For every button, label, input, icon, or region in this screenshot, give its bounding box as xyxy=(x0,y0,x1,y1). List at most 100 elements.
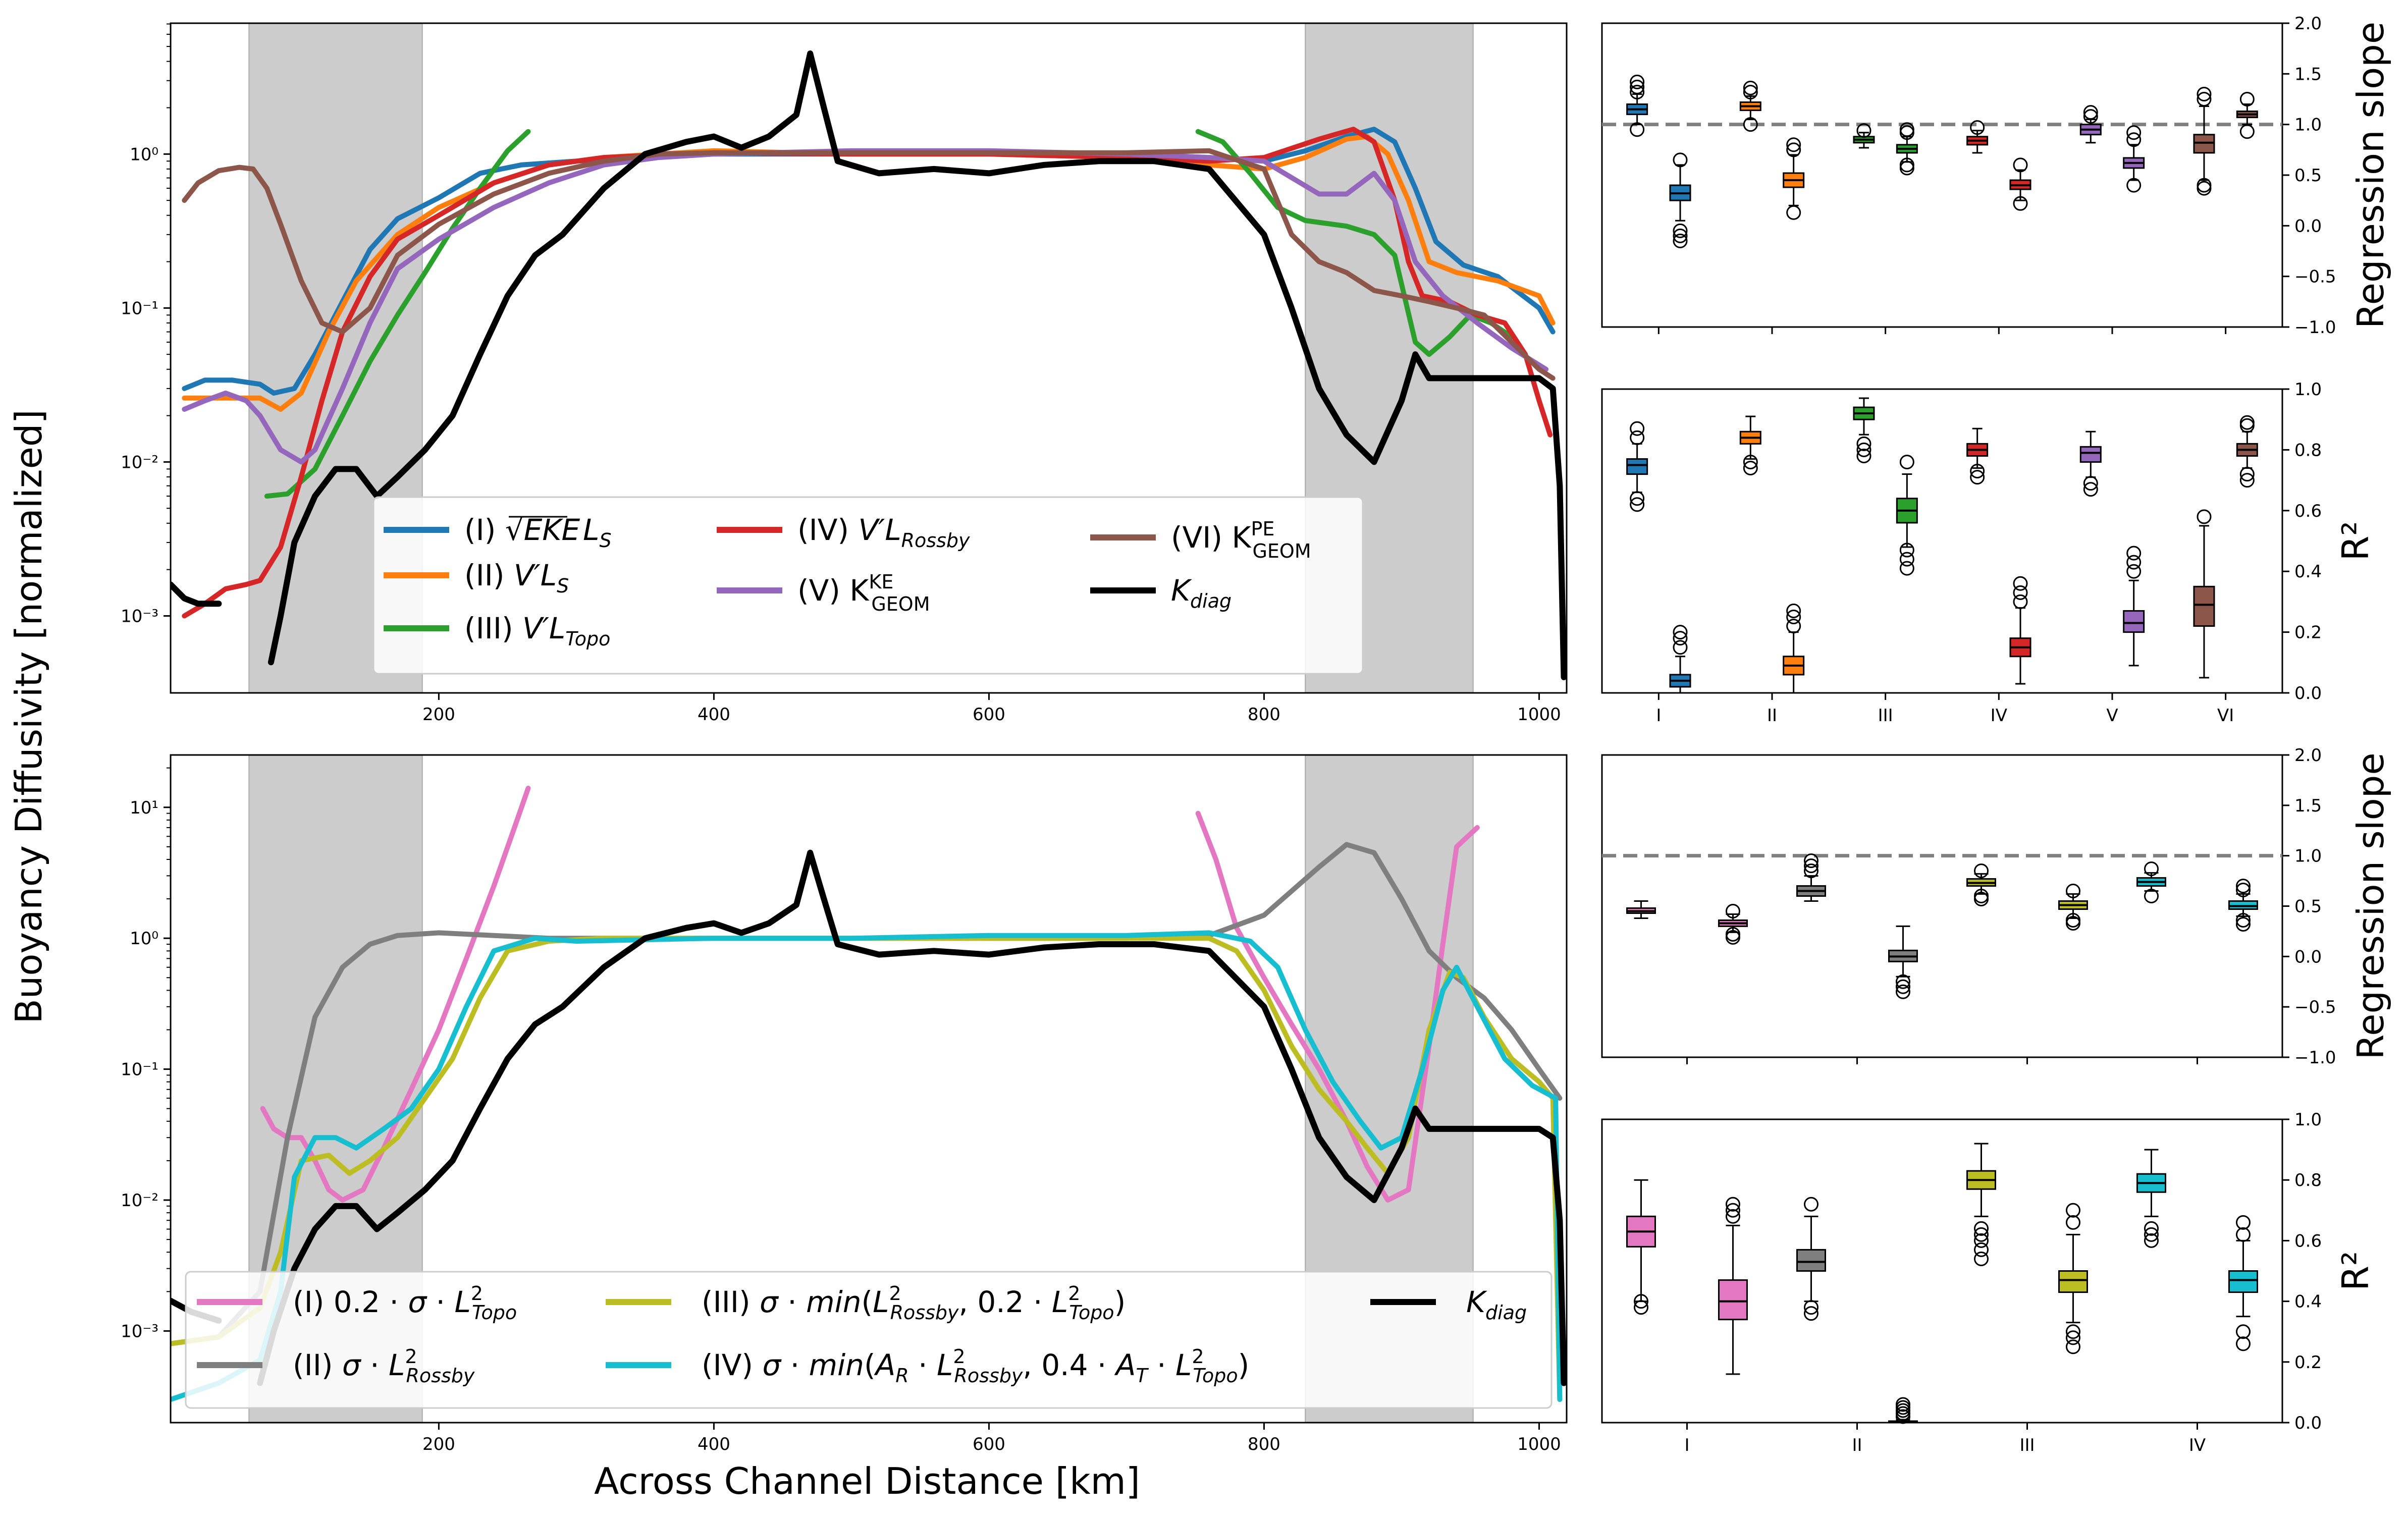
flier-point xyxy=(1725,927,1740,942)
label-part: V′L xyxy=(514,558,557,592)
flier-point xyxy=(1895,984,1910,999)
flier-point xyxy=(1974,1221,1989,1236)
label-part: 2 xyxy=(953,1345,965,1368)
box-body xyxy=(2193,134,2215,154)
y-tick-label: 0.4 xyxy=(2294,562,2322,582)
series-line-5 xyxy=(171,930,1563,1402)
legend-top: (I) √EKE LS(II) V′LS(III) V′LTopo(IV) V′L… xyxy=(372,496,1364,675)
y-tick-label: 0.6 xyxy=(2294,501,2322,521)
x-tick-label: V xyxy=(2106,706,2118,726)
legend-label: (IV) V′LRossby xyxy=(797,513,970,552)
box-7 xyxy=(1966,120,1989,154)
flier-point xyxy=(1743,461,1758,476)
y-tick-label: 10⁻³ xyxy=(121,606,158,626)
x-tick-label: 800 xyxy=(1248,705,1280,725)
label-part: Rossby xyxy=(954,1365,1023,1387)
flier-point xyxy=(2083,105,2098,120)
label-part: (VI) K xyxy=(1171,520,1252,555)
flier-point xyxy=(2126,178,2142,193)
flier-point xyxy=(2235,916,2251,932)
flier-point xyxy=(1673,223,1688,238)
y-axis-label: Regression slope xyxy=(2349,22,2392,329)
flier-point xyxy=(1804,1300,1819,1315)
box-6 xyxy=(2058,884,2088,931)
label-part: · xyxy=(361,1348,389,1382)
y-tick-label: −1.0 xyxy=(2294,317,2336,338)
flier-point xyxy=(1673,233,1688,248)
label-part: · xyxy=(781,1348,809,1382)
label-part: EKE xyxy=(524,513,580,547)
flier-point xyxy=(2083,482,2098,497)
legend-frame xyxy=(185,1271,1553,1409)
y-tick-label: 0.5 xyxy=(2294,897,2322,917)
flier-point xyxy=(1974,863,1989,879)
label-part: (III) xyxy=(702,1285,760,1319)
y-tick-label: 1.0 xyxy=(2294,1110,2322,1130)
label-part: (IV) xyxy=(702,1348,762,1382)
flier-point xyxy=(2235,1227,2251,1242)
flier-point xyxy=(2239,92,2255,106)
box-5 xyxy=(1966,1143,1997,1266)
label-part: 2 xyxy=(1192,1345,1204,1368)
flier-point xyxy=(2197,178,2212,193)
box-3 xyxy=(1739,415,1761,476)
label-part: Topo xyxy=(565,628,610,650)
y-tick-label: 0.0 xyxy=(2294,683,2322,703)
flier-point xyxy=(1974,1242,1989,1257)
y-tick-label: 0.8 xyxy=(2294,1170,2322,1190)
label-part: · xyxy=(1148,1348,1175,1382)
flier-point xyxy=(1899,157,1914,173)
legend-label: (II) σ · L2 Rossby xyxy=(293,1345,475,1387)
flier-point xyxy=(2065,912,2080,928)
flier-point xyxy=(1786,205,1801,220)
flier-point xyxy=(2013,576,2028,591)
flier-point xyxy=(2144,1227,2159,1242)
x-tick-label: VI xyxy=(2217,706,2234,726)
series-line-4 xyxy=(1195,129,1514,357)
flier-point xyxy=(1673,228,1688,243)
flier-point xyxy=(1630,491,1645,506)
series-line-3 xyxy=(264,129,531,499)
flier-point xyxy=(1856,436,1871,451)
label-part: (I) 0.2 · xyxy=(293,1285,408,1319)
y-tick-label: 0.0 xyxy=(2294,216,2322,236)
box-8 xyxy=(2009,157,2031,211)
box-body xyxy=(2079,446,2102,463)
box-2 xyxy=(1669,625,1691,694)
legend-label: (V) KKE GEOM xyxy=(797,571,930,615)
label-part: S xyxy=(599,529,611,552)
label-part: GEOM xyxy=(871,593,930,615)
plot-frame xyxy=(170,22,1568,694)
label-part: L xyxy=(389,1348,405,1382)
flier-point xyxy=(2197,86,2212,101)
flier-point xyxy=(1895,1397,1910,1412)
flier-point xyxy=(2197,92,2212,106)
flier-point xyxy=(2013,594,2028,609)
flier-point xyxy=(1899,122,1914,137)
label-part: ) xyxy=(1114,1285,1126,1319)
y-tick-label: 10⁻² xyxy=(121,1190,158,1211)
box-8 xyxy=(2228,1215,2258,1351)
x-tick-label: 600 xyxy=(973,705,1005,725)
x-tick-label: 400 xyxy=(698,1434,730,1454)
top-regression-slope-boxplot: −1.0 −0.5 0.0 0.5 1.0 1.5 2.0 Regression slope xyxy=(1601,14,2392,338)
legend-label: (II) V′LS xyxy=(464,558,569,597)
x-tick-label: III xyxy=(2019,1435,2035,1455)
legend-label: (III) σ · min(L2 Rossby, 0.2 · L2 Topo) xyxy=(702,1282,1126,1324)
label-part: T xyxy=(1136,1365,1149,1387)
y-tick-label: −0.5 xyxy=(2294,997,2336,1017)
flier-point xyxy=(2239,473,2255,488)
label-part: R xyxy=(895,1365,908,1387)
y-tick-label: 0.2 xyxy=(2294,623,2322,643)
label-part: L xyxy=(873,1285,889,1319)
flier-point xyxy=(1786,603,1801,618)
box-6 xyxy=(2058,1203,2088,1355)
flier-point xyxy=(1856,442,1871,457)
flier-point xyxy=(2126,564,2142,579)
flier-point xyxy=(1725,1203,1740,1218)
flier-point xyxy=(1743,80,1758,95)
box-body xyxy=(1718,1279,1748,1321)
label-part: · xyxy=(909,1348,937,1382)
y-tick-label: 1.0 xyxy=(2294,115,2322,135)
